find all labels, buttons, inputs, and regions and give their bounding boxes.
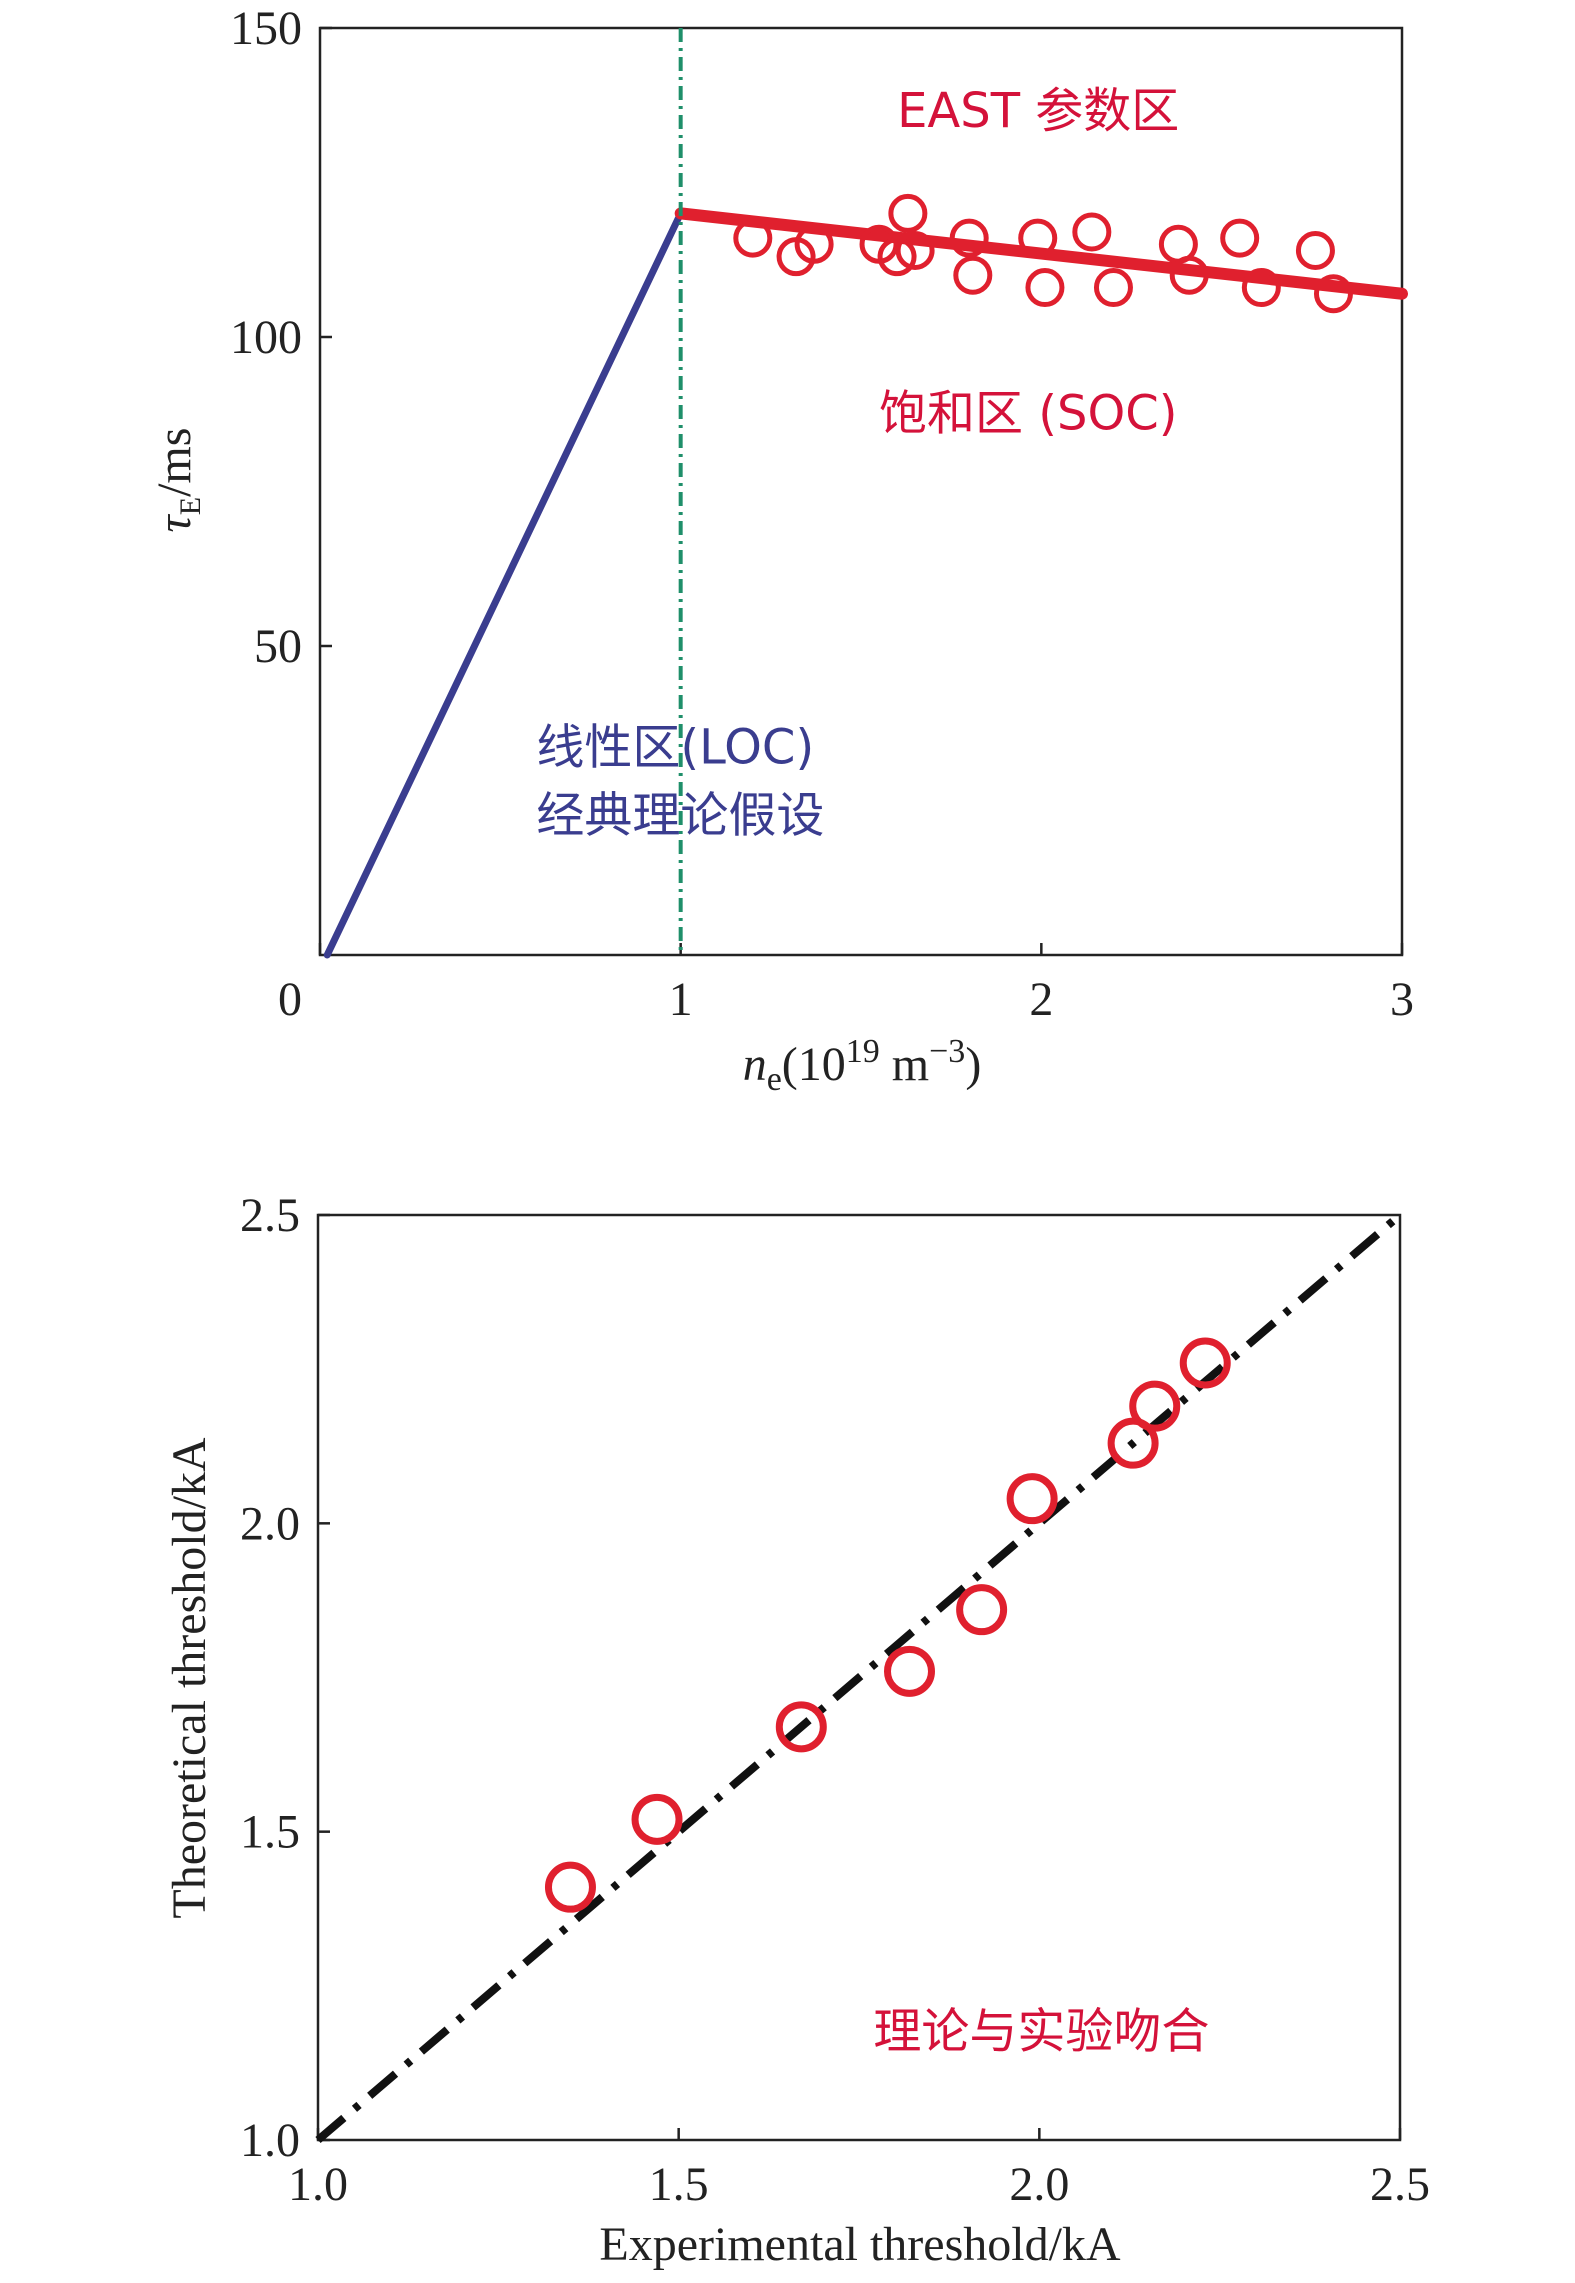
top-y-tick-label: 100 xyxy=(230,311,302,364)
bottom-x-tick-label: 2.5 xyxy=(1370,2158,1430,2211)
top-x-axis-label: ne(1019 m−3) xyxy=(743,1033,982,1098)
top-x-axis-label-close: ) xyxy=(965,1038,981,1091)
top-annotation-0: EAST 参数区 xyxy=(897,83,1179,139)
top-y-tick-label: 150 xyxy=(230,2,302,55)
top-plot-frame xyxy=(318,26,1404,957)
bottom-reference-line xyxy=(315,1211,1403,2144)
bottom-y-tick-label: 1.5 xyxy=(240,1806,300,1859)
bottom-x-tick-label: 1.5 xyxy=(649,2158,709,2211)
top-data-point xyxy=(794,224,834,264)
top-series-line-blue xyxy=(323,209,685,959)
bottom-data-point xyxy=(631,1793,683,1845)
bottom-y-tick-label: 1.0 xyxy=(240,2114,300,2167)
top-data-point xyxy=(1018,218,1058,258)
bottom-y-axis-label: Theoretical threshold/kA xyxy=(163,1437,216,1919)
chart-threshold-comparison: Experimental threshold/kA Theoretical th… xyxy=(163,1189,1430,2271)
top-y-axis-label-rest: /ms xyxy=(148,428,201,497)
top-data-point xyxy=(888,193,928,233)
bottom-x-tick-label: 1.0 xyxy=(288,2158,348,2211)
top-x-axis-label-unit: m xyxy=(880,1038,929,1091)
top-data-point xyxy=(1295,230,1335,270)
bottom-x-axis-label: Experimental threshold/kA xyxy=(599,2218,1121,2271)
top-x-axis-label-sup2: −3 xyxy=(929,1033,965,1070)
top-data-point xyxy=(1241,268,1281,308)
bottom-data-point xyxy=(883,1645,935,1697)
top-x-axis-label-sub: e xyxy=(767,1061,782,1098)
top-y-axis-label-base: τ xyxy=(148,513,201,532)
top-data-point xyxy=(1313,274,1353,314)
top-data-point xyxy=(949,218,989,258)
top-x-tick-label: 1 xyxy=(669,973,693,1026)
top-data-point xyxy=(877,237,917,277)
top-data-point xyxy=(1072,212,1112,252)
top-data-point xyxy=(1093,268,1133,308)
bottom-data-point xyxy=(544,1861,596,1913)
bottom-data-point xyxy=(1129,1380,1181,1432)
bottom-data-point xyxy=(1179,1337,1231,1389)
top-data-point xyxy=(1220,218,1260,258)
bottom-x-tick-label: 2.0 xyxy=(1009,2158,1069,2211)
bottom-annotation-0: 理论与实验吻合 xyxy=(873,2004,1209,2060)
top-x-axis-label-rest: (10 xyxy=(782,1038,846,1091)
bottom-data-point xyxy=(956,1584,1008,1636)
top-data-point xyxy=(895,230,935,270)
top-data-point xyxy=(1169,255,1209,295)
top-data-point xyxy=(1025,268,1065,308)
bottom-data-point xyxy=(775,1701,827,1753)
bottom-y-tick-label: 2.5 xyxy=(240,1189,300,1242)
top-annotation-2: 线性区(LOC) xyxy=(536,719,814,775)
top-y-axis-label-sub: E xyxy=(174,497,207,515)
chart-tau-vs-density: ne(1019 m−3) τE/ms 0 1 2 3 50 100 150 EAST 参数区饱… xyxy=(148,2,1414,1098)
top-x-tick-label: 3 xyxy=(1390,973,1414,1026)
bottom-plot-frame xyxy=(316,1213,1402,2142)
top-y-axis-label: τE/ms xyxy=(148,428,207,533)
bottom-y-tick-label: 2.0 xyxy=(240,1497,300,1550)
top-x-axis-label-sup1: 19 xyxy=(846,1033,880,1070)
top-y-tick-label: 50 xyxy=(254,620,302,673)
top-x-axis-label-base: n xyxy=(743,1038,767,1091)
top-data-point xyxy=(953,255,993,295)
top-data-point xyxy=(733,218,773,258)
top-annotation-1: 饱和区 (SOC) xyxy=(879,386,1177,442)
top-annotation-3: 经典理论假设 xyxy=(536,787,824,843)
bottom-data-point xyxy=(1006,1473,1058,1525)
top-x-tick-label: 0 xyxy=(278,973,302,1026)
top-x-tick-label: 2 xyxy=(1029,973,1053,1026)
bottom-data-point xyxy=(1107,1417,1159,1469)
